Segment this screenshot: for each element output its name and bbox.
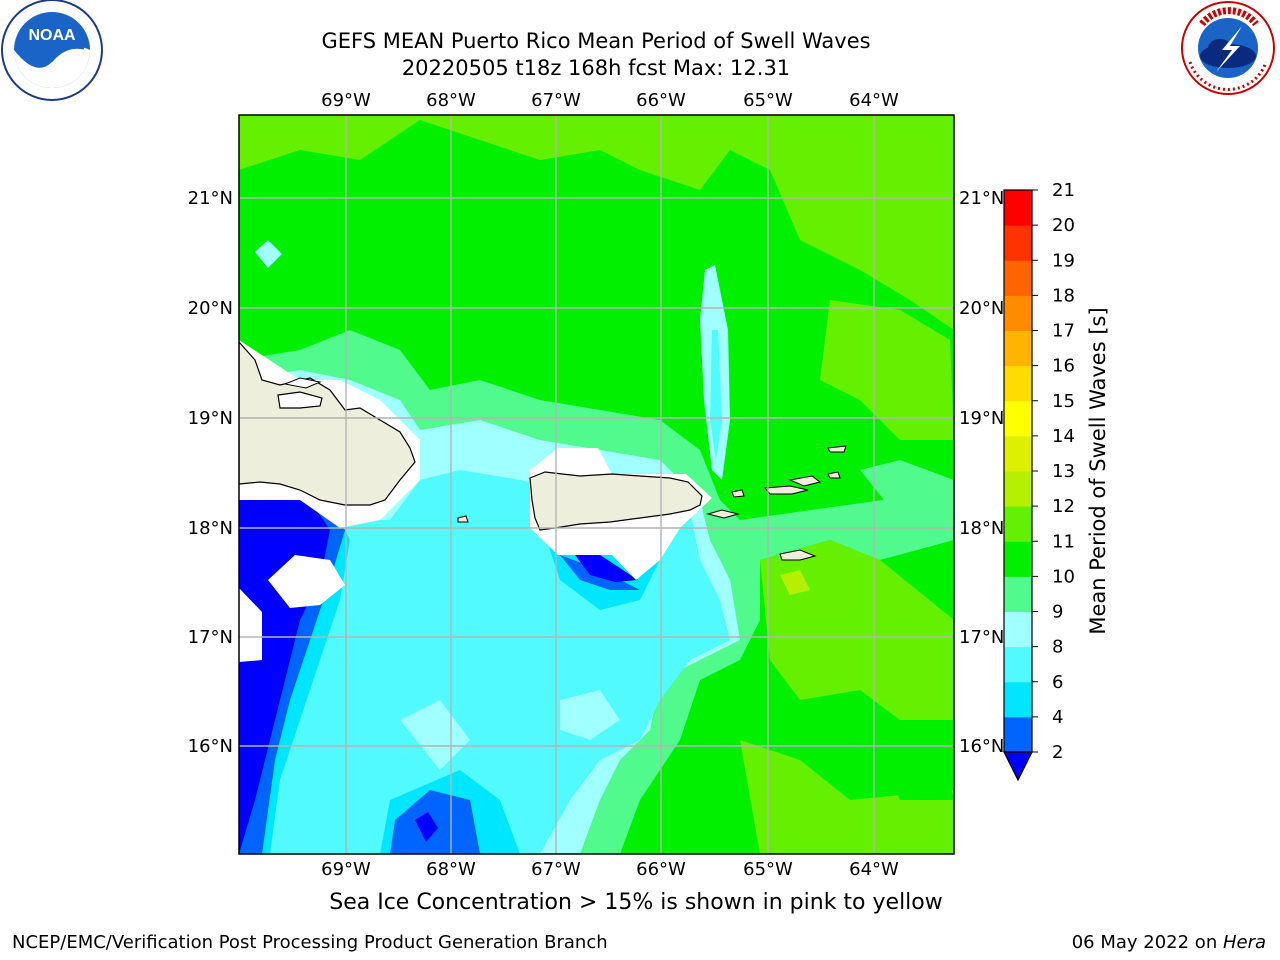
run-date-text: 06 May 2022 on [1071,932,1223,953]
lon-label: 68°W [426,859,476,880]
lat-label: 20°N [959,298,1004,319]
lon-label: 64°W [849,859,899,880]
lat-label: 19°N [959,408,1004,429]
lon-label: 67°W [531,859,581,880]
colorbar-segment [1004,260,1032,296]
lon-label: 66°W [636,859,686,880]
lat-label: 16°N [188,736,233,757]
lat-label: 19°N [188,408,233,429]
run-host: Hera [1222,932,1266,953]
st-croix-coast [779,549,817,561]
colorbar-tick-label: 10 [1052,566,1075,587]
lat-label: 16°N [959,736,1004,757]
lon-label: 69°W [321,90,371,111]
colorbar-tick-label: 2 [1052,742,1063,763]
lon-labels-bottom: 69°W 68°W 67°W 66°W 65°W 64°W [321,859,899,880]
lat-labels-right: 21°N 20°N 19°N 18°N 17°N 16°N [959,188,1004,757]
colorbar-tick-label: 14 [1052,426,1075,447]
nws-logo [1181,1,1275,95]
colorbar-segment [1004,400,1032,437]
run-date: 06 May 2022 on Hera [1072,932,1266,953]
colorbar-label: Mean Period of Swell Waves [s] [1086,307,1110,634]
lat-label: 17°N [188,627,233,648]
colorbar-tick-label: 19 [1052,250,1075,271]
contour-fill-12-13 [780,570,810,595]
colorbar-segment [1004,365,1032,402]
colorbar-segment [1004,471,1032,507]
colorbar-tick-label: 4 [1052,707,1063,728]
colorbar-segment [1004,541,1032,577]
colorbar-segment [1004,681,1032,718]
lon-label: 65°W [743,90,793,111]
colorbar: 2 4 6 8 9 10 11 12 13 14 15 16 17 18 19 20 21 [1003,180,1075,782]
colorbar-segment [1004,576,1032,612]
graticule [239,115,954,854]
colorbar-segment [1004,295,1032,331]
colorbar-segment [1004,225,1032,261]
lat-label: 21°N [959,188,1004,209]
chart-title: GEFS MEAN Puerto Rico Mean Period of Swe… [321,29,871,53]
colorbar-tick-label: 11 [1052,531,1075,552]
lon-label: 65°W [743,859,793,880]
colorbar-segment [1004,435,1032,472]
contour-fill-11-12 [239,115,954,330]
noaa-logo-text: NOAA [28,27,76,44]
lat-label: 18°N [959,518,1004,539]
colorbar-tick-label: 15 [1052,391,1075,412]
map-frame [238,114,955,855]
colorbar-segment [1004,611,1032,648]
chart-subtitle: 20220505 t18z 168h fcst Max: 12.31 [401,56,791,80]
lon-label: 67°W [531,90,581,111]
credit-text: NCEP/EMC/Verification Post Processing Pr… [12,932,608,953]
colorbar-tick-label: 8 [1052,637,1063,658]
lat-label: 20°N [188,298,233,319]
lat-labels-left: 21°N 20°N 19°N 18°N 17°N 16°N [188,188,233,757]
lon-labels-top: 69°W 68°W 67°W 66°W 65°W 64°W [321,90,899,111]
lat-label: 18°N [188,518,233,539]
sea-ice-caption: Sea Ice Concentration > 15% is shown in … [329,890,943,915]
colorbar-segment [1004,646,1032,683]
lon-label: 68°W [426,90,476,111]
colorbar-segment [1004,716,1032,753]
colorbar-tick-label: 18 [1052,285,1075,306]
lat-label: 21°N [188,188,233,209]
colorbar-tick-label: 12 [1052,496,1075,517]
noaa-logo: NOAA [1,0,103,101]
colorbar-tick-label: 20 [1052,215,1075,236]
lon-label: 64°W [849,90,899,111]
colorbar-tick-label: 16 [1052,356,1075,377]
colorbar-tick-label: 9 [1052,602,1063,623]
lon-label: 69°W [321,859,371,880]
colorbar-tick-label: 21 [1052,180,1075,201]
swell-period-field [239,115,954,854]
lat-label: 17°N [959,627,1004,648]
colorbar-segment [1004,330,1032,367]
colorbar-tick-label: 13 [1052,461,1075,482]
puerto-rico-coast [529,471,703,531]
colorbar-tick-label: 6 [1052,672,1063,693]
colorbar-segment [1004,506,1032,542]
colorbar-segment [1004,190,1032,226]
colorbar-tick-label: 17 [1052,321,1075,342]
lon-label: 66°W [636,90,686,111]
colorbar-extend-low [1003,751,1033,782]
